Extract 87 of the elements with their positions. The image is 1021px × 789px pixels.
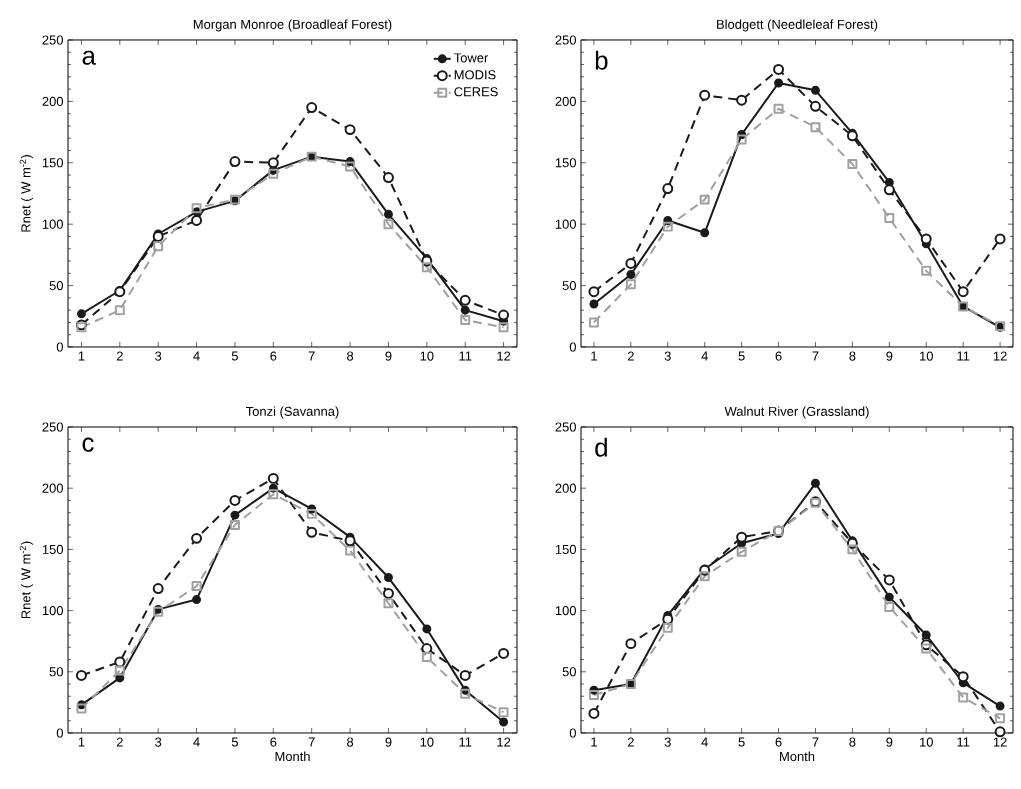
y-tick-label: 200 bbox=[42, 96, 63, 106]
x-tick-label: 5 bbox=[738, 351, 745, 361]
y-tick-label: 150 bbox=[42, 158, 63, 168]
x-tick-label: 7 bbox=[812, 351, 819, 361]
y-axis-title: Rnet ( W m$^{-2}$) bbox=[19, 155, 34, 232]
x-tick-label: 4 bbox=[193, 737, 200, 747]
x-tick-label: 2 bbox=[116, 737, 123, 747]
x-tick-label: 12 bbox=[497, 351, 511, 361]
annotation: d bbox=[595, 437, 607, 457]
x-tick-label: 12 bbox=[993, 737, 1007, 747]
x-tick-label: 7 bbox=[308, 737, 315, 747]
x-tick-label: 5 bbox=[231, 351, 238, 361]
x-tick-label: 12 bbox=[497, 737, 511, 747]
x-tick-label: 10 bbox=[420, 351, 434, 361]
y-tick-label: 150 bbox=[42, 544, 63, 554]
x-tick-label: 6 bbox=[270, 737, 277, 747]
x-tick-label: 10 bbox=[920, 351, 933, 361]
x-tick-label: 8 bbox=[347, 737, 354, 747]
x-tick-label: 6 bbox=[775, 737, 782, 747]
x-tick-label: 8 bbox=[849, 737, 856, 747]
y-tick-label: 100 bbox=[42, 606, 63, 616]
y-tick-label: 200 bbox=[42, 483, 63, 493]
x-tick-label: 6 bbox=[270, 351, 277, 361]
chart-title: Walnut River (Grassland) bbox=[724, 406, 869, 419]
x-tick-label: 9 bbox=[886, 351, 893, 361]
legend-label: CERES bbox=[454, 87, 498, 97]
x-tick-label: 1 bbox=[78, 737, 85, 747]
x-tick-label: 3 bbox=[155, 737, 162, 747]
x-tick-label: 4 bbox=[193, 351, 200, 361]
x-tick-label: 11 bbox=[459, 351, 472, 361]
y-tick-label: 250 bbox=[42, 422, 63, 432]
y-tick-label: 100 bbox=[555, 606, 576, 616]
x-tick-label: 7 bbox=[812, 737, 819, 747]
x-tick-label: 6 bbox=[775, 351, 782, 361]
chart-title: Tonzi (Savanna) bbox=[246, 406, 339, 419]
y-tick-label: 0 bbox=[56, 728, 63, 738]
x-tick-label: 4 bbox=[701, 737, 708, 747]
x-tick-label: 12 bbox=[993, 351, 1007, 361]
y-tick-label: 50 bbox=[49, 280, 63, 291]
chart-title: Blodgett (Needleleaf Forest) bbox=[717, 19, 878, 32]
x-tick-label: 7 bbox=[308, 351, 315, 361]
y-tick-label: 50 bbox=[562, 280, 576, 291]
annotation: c bbox=[82, 437, 94, 452]
x-tick-label: 8 bbox=[347, 351, 354, 361]
x-tick-label: 2 bbox=[116, 351, 123, 361]
x-tick-label: 9 bbox=[886, 737, 893, 747]
x-tick-label: 11 bbox=[957, 351, 970, 361]
y-tick-label: 150 bbox=[555, 544, 576, 554]
y-tick-label: 150 bbox=[555, 158, 576, 168]
y-axis-title: Rnet ( W m$^{-2}$) bbox=[19, 541, 34, 619]
x-tick-label: 2 bbox=[627, 737, 634, 747]
y-tick-label: 100 bbox=[555, 219, 576, 229]
x-tick-label: 2 bbox=[627, 351, 634, 361]
x-tick-label: 3 bbox=[664, 737, 671, 747]
legend-label: Tower bbox=[454, 53, 489, 63]
x-tick-label: 3 bbox=[664, 351, 671, 361]
annotation: b bbox=[595, 50, 608, 70]
y-tick-label: 250 bbox=[555, 35, 576, 45]
x-tick-label: 9 bbox=[385, 737, 392, 747]
y-tick-label: 50 bbox=[49, 667, 63, 677]
x-axis-title: Month bbox=[275, 751, 310, 762]
x-tick-label: 10 bbox=[420, 737, 434, 747]
legend-label: MODIS bbox=[454, 70, 496, 80]
x-tick-label: 11 bbox=[459, 737, 472, 747]
annotation: a bbox=[82, 50, 96, 65]
y-tick-label: 200 bbox=[555, 483, 576, 493]
x-tick-label: 8 bbox=[849, 351, 856, 361]
x-tick-label: 1 bbox=[591, 351, 597, 361]
chart-title: Morgan Monroe (Broadleaf Forest) bbox=[193, 19, 392, 32]
y-tick-label: 200 bbox=[555, 96, 576, 106]
y-tick-label: 0 bbox=[569, 728, 576, 738]
x-tick-label: 11 bbox=[957, 737, 970, 747]
x-tick-label: 1 bbox=[591, 737, 597, 747]
y-tick-label: 250 bbox=[555, 422, 576, 432]
x-tick-label: 1 bbox=[78, 351, 85, 361]
x-axis-title: Month bbox=[780, 751, 815, 762]
x-tick-label: 4 bbox=[701, 351, 708, 361]
y-tick-label: 100 bbox=[42, 219, 63, 229]
x-tick-label: 3 bbox=[155, 351, 162, 361]
x-tick-label: 9 bbox=[385, 351, 392, 361]
y-tick-label: 0 bbox=[56, 342, 63, 352]
y-tick-label: 250 bbox=[42, 35, 63, 45]
x-tick-label: 5 bbox=[231, 737, 238, 747]
x-tick-label: 5 bbox=[738, 737, 745, 747]
y-tick-label: 0 bbox=[569, 342, 576, 352]
y-tick-label: 50 bbox=[562, 667, 576, 677]
x-tick-label: 10 bbox=[920, 737, 933, 747]
